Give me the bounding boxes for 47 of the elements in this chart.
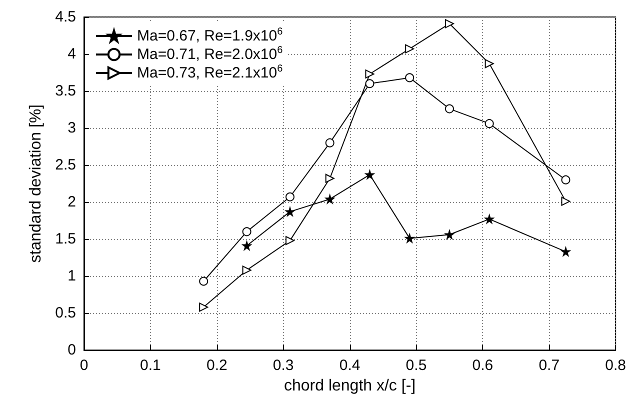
y-axis-title: standard deviation [%]	[28, 104, 45, 263]
point	[325, 138, 334, 148]
x-tick-label: 0.2	[206, 357, 228, 374]
point	[561, 196, 570, 206]
point	[444, 19, 454, 28]
point	[444, 104, 454, 114]
point	[285, 192, 294, 202]
x-axis-title: chord length x/c [-]	[284, 378, 416, 394]
y-tick-label: 2.5	[55, 156, 76, 174]
point	[242, 227, 252, 236]
point	[405, 44, 414, 54]
point	[285, 236, 294, 246]
point	[365, 79, 374, 88]
y-tick-label: 0.5	[55, 304, 76, 322]
point	[484, 59, 494, 68]
point	[405, 234, 414, 243]
x-tick-label: 0.8	[605, 357, 626, 374]
y-tick-label: 2	[68, 194, 76, 211]
point	[561, 247, 570, 256]
point	[365, 69, 374, 78]
x-tick-label: 0.3	[272, 357, 294, 374]
point	[285, 207, 294, 216]
point	[325, 174, 334, 183]
point	[444, 230, 454, 240]
point	[242, 266, 252, 275]
x-tick-label: 0.6	[472, 357, 494, 374]
point	[242, 241, 252, 250]
y-tick-label: 1	[68, 268, 76, 285]
point	[484, 119, 494, 128]
point	[199, 302, 208, 312]
point	[199, 276, 208, 286]
y-tick-label: 4	[68, 46, 76, 63]
y-tick-label: 3.5	[55, 82, 76, 100]
x-tick-label: 0	[80, 357, 88, 374]
x-tick-label: 0.7	[538, 357, 560, 374]
y-tick-label: 0	[68, 342, 76, 359]
x-tick-label: 0.1	[140, 357, 161, 374]
y-tick-label: 3	[68, 120, 76, 137]
x-tick-label: 0.5	[406, 357, 427, 374]
point	[561, 175, 570, 184]
y-tick-label: 1.5	[55, 230, 76, 248]
point	[365, 170, 374, 180]
x-tick-label: 0.4	[339, 357, 360, 374]
point	[405, 73, 414, 82]
point	[484, 214, 494, 224]
point	[325, 194, 334, 204]
y-tick-label: 4.5	[55, 8, 76, 26]
